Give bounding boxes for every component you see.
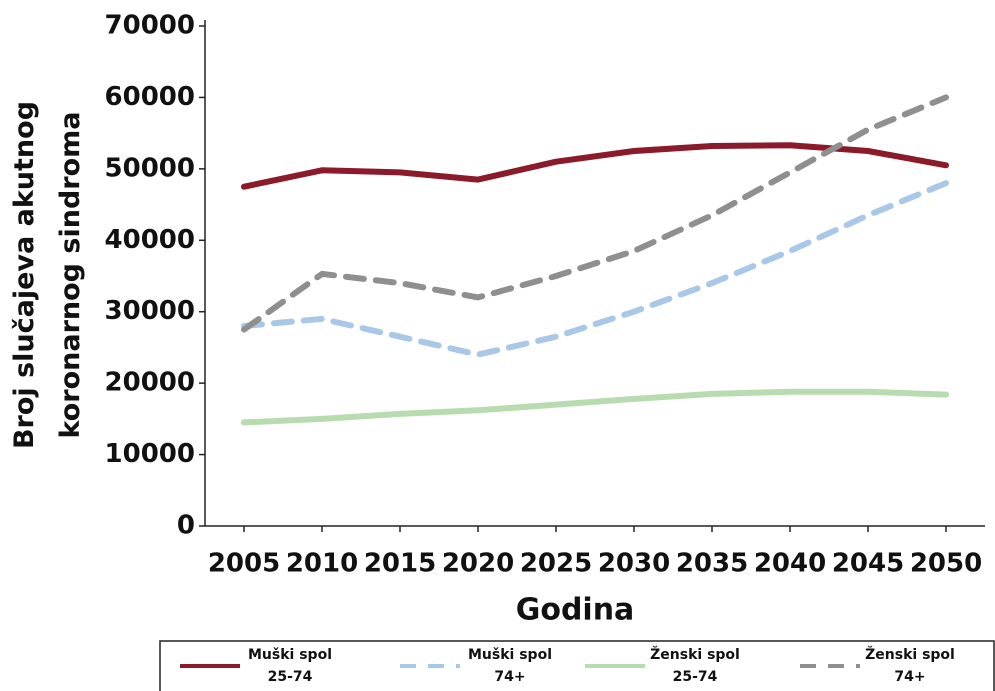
legend-label: Muški spol 25-74 [248, 647, 332, 685]
y-tick-label: 50000 [105, 153, 195, 183]
x-tick-label: 2025 [520, 549, 592, 579]
y-tick-label: 30000 [105, 296, 195, 326]
x-tick-label: 2010 [286, 549, 358, 579]
series-line [241, 388, 949, 426]
series-line [241, 180, 949, 358]
legend-label: Ženski spol 25-74 [650, 647, 740, 685]
y-tick-label: 10000 [105, 439, 195, 469]
y-tick-label: 60000 [105, 82, 195, 112]
x-tick-label: 2015 [364, 549, 436, 579]
x-tick-label: 2020 [442, 549, 514, 579]
y-axis-title: Broj slučajeva akutnog koronarnog sindro… [9, 100, 86, 450]
x-tick-label: 2045 [832, 549, 904, 579]
y-tick-label: 0 [177, 511, 195, 541]
legend-box [159, 640, 995, 691]
y-tick-label: 70000 [105, 11, 195, 41]
x-tick-label: 2005 [208, 549, 280, 579]
x-tick-label: 2035 [676, 549, 748, 579]
series-line [241, 142, 949, 190]
y-tick-label: 20000 [105, 368, 195, 398]
x-axis-title: Godina [516, 593, 635, 628]
x-tick-label: 2040 [754, 549, 826, 579]
x-tick-label: 2030 [598, 549, 670, 579]
series-line [241, 94, 949, 333]
legend-label: Ženski spol 74+ [865, 647, 955, 685]
legend-label: Muški spol 74+ [468, 647, 552, 685]
x-tick-label: 2050 [910, 549, 982, 579]
y-tick-label: 40000 [105, 225, 195, 255]
